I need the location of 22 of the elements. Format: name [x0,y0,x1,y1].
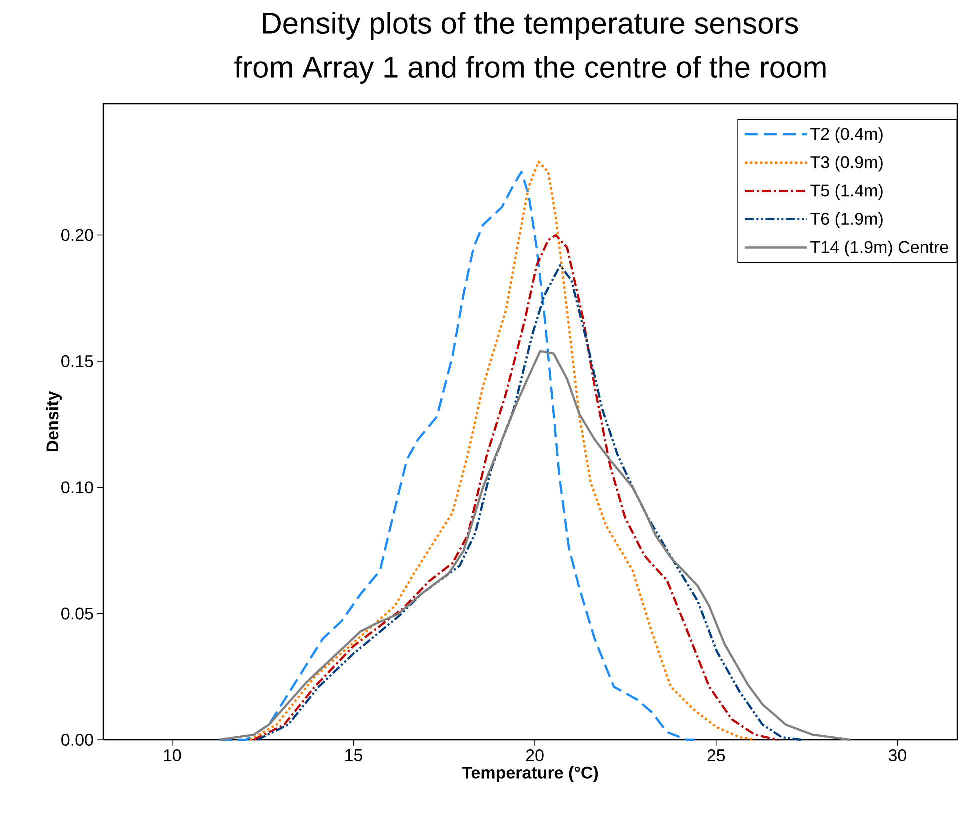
x-tick-label: 15 [346,750,362,762]
legend-label: T6 (1.9m) [810,212,883,228]
legend-label: T3 (0.9m) [810,156,883,172]
legend-label: T14 (1.9m) Centre [810,240,948,257]
y-tick-label: 0.00 [62,734,94,746]
legend-label: T2 (0.4m) [810,128,883,144]
y-tick-label: 0.20 [62,229,94,242]
line-series [248,160,756,742]
y-axis-title: Density [46,391,62,452]
line-series [218,350,852,742]
chart-title: Density plots of the temperature sensors [263,12,798,40]
x-axis-title: Temperature (°C) [462,766,598,782]
x-tick-label: 20 [526,750,544,762]
x-tick-label: 10 [164,750,182,762]
x-tick-label: 25 [708,750,726,762]
y-tick-label: 0.10 [62,482,94,494]
legend-label: T5 (1.4m) [810,184,883,200]
chart-subtitle: from Array 1 and from the centre of the room [234,56,826,84]
x-tick-label: 30 [888,750,906,762]
line-series [218,171,696,742]
y-tick-label: 0.05 [62,608,94,620]
y-tick-label: 0.15 [62,355,94,368]
